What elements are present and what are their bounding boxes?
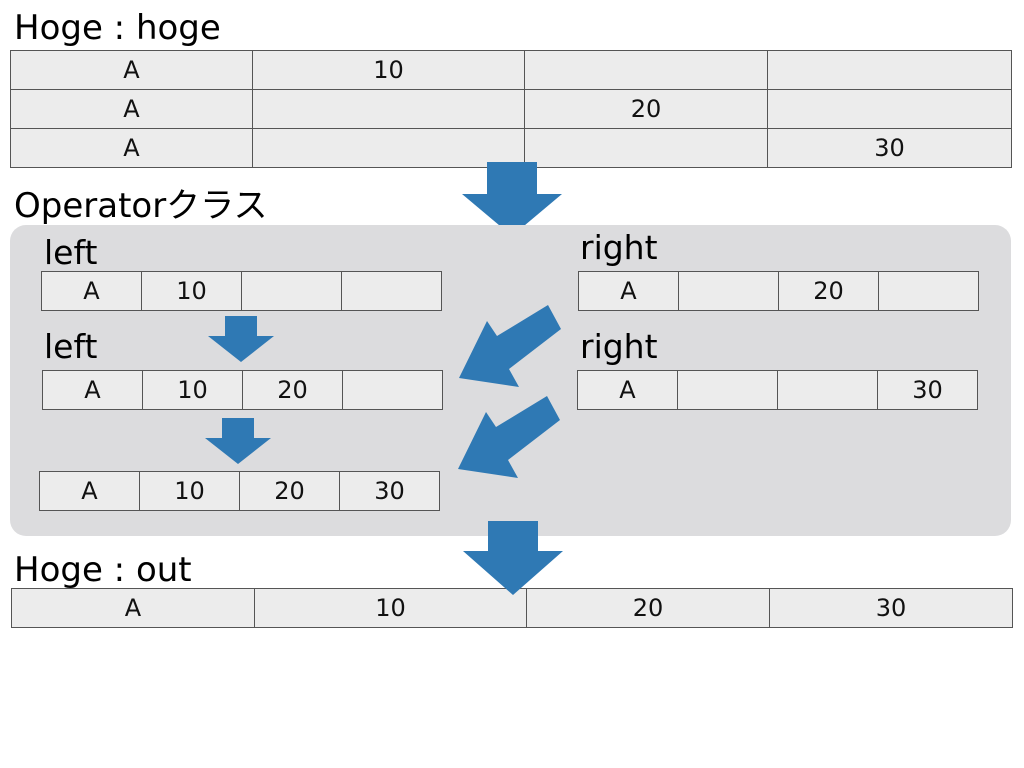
table-cell: 20 — [526, 588, 770, 628]
right-label: right — [580, 228, 658, 267]
table-row: A 20 — [10, 89, 1012, 129]
table-cell — [677, 370, 778, 410]
table-cell: A — [41, 271, 142, 311]
table-row: A 10 20 — [42, 370, 443, 410]
down-arrow-icon — [462, 162, 562, 236]
table-cell: A — [578, 271, 679, 311]
table-cell: 10 — [142, 370, 243, 410]
table-cell — [341, 271, 442, 311]
table-cell: A — [39, 471, 140, 511]
table-row: A 10 — [10, 50, 1012, 90]
out-title: Hoge : out — [14, 550, 192, 590]
left-table-1: A 10 — [41, 271, 442, 311]
table-cell — [767, 50, 1012, 90]
table-cell — [252, 89, 525, 129]
table-cell: 30 — [767, 128, 1012, 168]
table-row: A 30 — [577, 370, 978, 410]
table-cell: 30 — [877, 370, 978, 410]
table-cell: 20 — [242, 370, 343, 410]
left-table-2: A 10 20 — [42, 370, 443, 410]
diagonal-arrow-icon — [459, 305, 561, 387]
table-row: A 30 — [10, 128, 1012, 168]
table-cell: 20 — [524, 89, 768, 129]
table-cell: A — [10, 89, 253, 129]
out-table: A 10 20 30 — [11, 588, 1013, 628]
right-table-1: A 20 — [578, 271, 979, 311]
table-cell: 10 — [141, 271, 242, 311]
table-cell: A — [11, 588, 255, 628]
down-arrow-icon — [208, 316, 274, 362]
right-label: right — [580, 327, 658, 366]
table-cell: A — [10, 50, 253, 90]
right-table-2: A 30 — [577, 370, 978, 410]
table-row: A 10 20 30 — [11, 588, 1013, 628]
table-row: A 10 — [41, 271, 442, 311]
table-row: A 10 20 30 — [39, 471, 440, 511]
left-label: left — [44, 233, 98, 272]
operator-title: Operatorクラス — [14, 186, 268, 226]
table-cell — [524, 128, 768, 168]
table-cell: 20 — [239, 471, 340, 511]
table-cell: A — [10, 128, 253, 168]
table-cell: A — [42, 370, 143, 410]
table-cell — [767, 89, 1012, 129]
table-cell: 20 — [778, 271, 879, 311]
table-cell: 30 — [769, 588, 1013, 628]
left-table-3: A 10 20 30 — [39, 471, 440, 511]
table-cell: 10 — [139, 471, 240, 511]
table-cell: 10 — [254, 588, 527, 628]
down-arrow-icon — [205, 418, 271, 464]
hoge-title: Hoge : hoge — [14, 8, 221, 48]
table-cell: A — [577, 370, 678, 410]
table-row: A 20 — [578, 271, 979, 311]
table-cell — [241, 271, 342, 311]
left-label: left — [44, 327, 98, 366]
table-cell — [678, 271, 779, 311]
table-cell — [524, 50, 768, 90]
table-cell: 30 — [339, 471, 440, 511]
table-cell — [878, 271, 979, 311]
diagonal-arrow-icon — [458, 396, 560, 478]
table-cell — [777, 370, 878, 410]
table-cell: 10 — [252, 50, 525, 90]
table-cell — [342, 370, 443, 410]
table-cell — [252, 128, 525, 168]
hoge-table: A 10 A 20 A 30 — [10, 50, 1012, 168]
down-arrow-icon — [463, 521, 563, 595]
